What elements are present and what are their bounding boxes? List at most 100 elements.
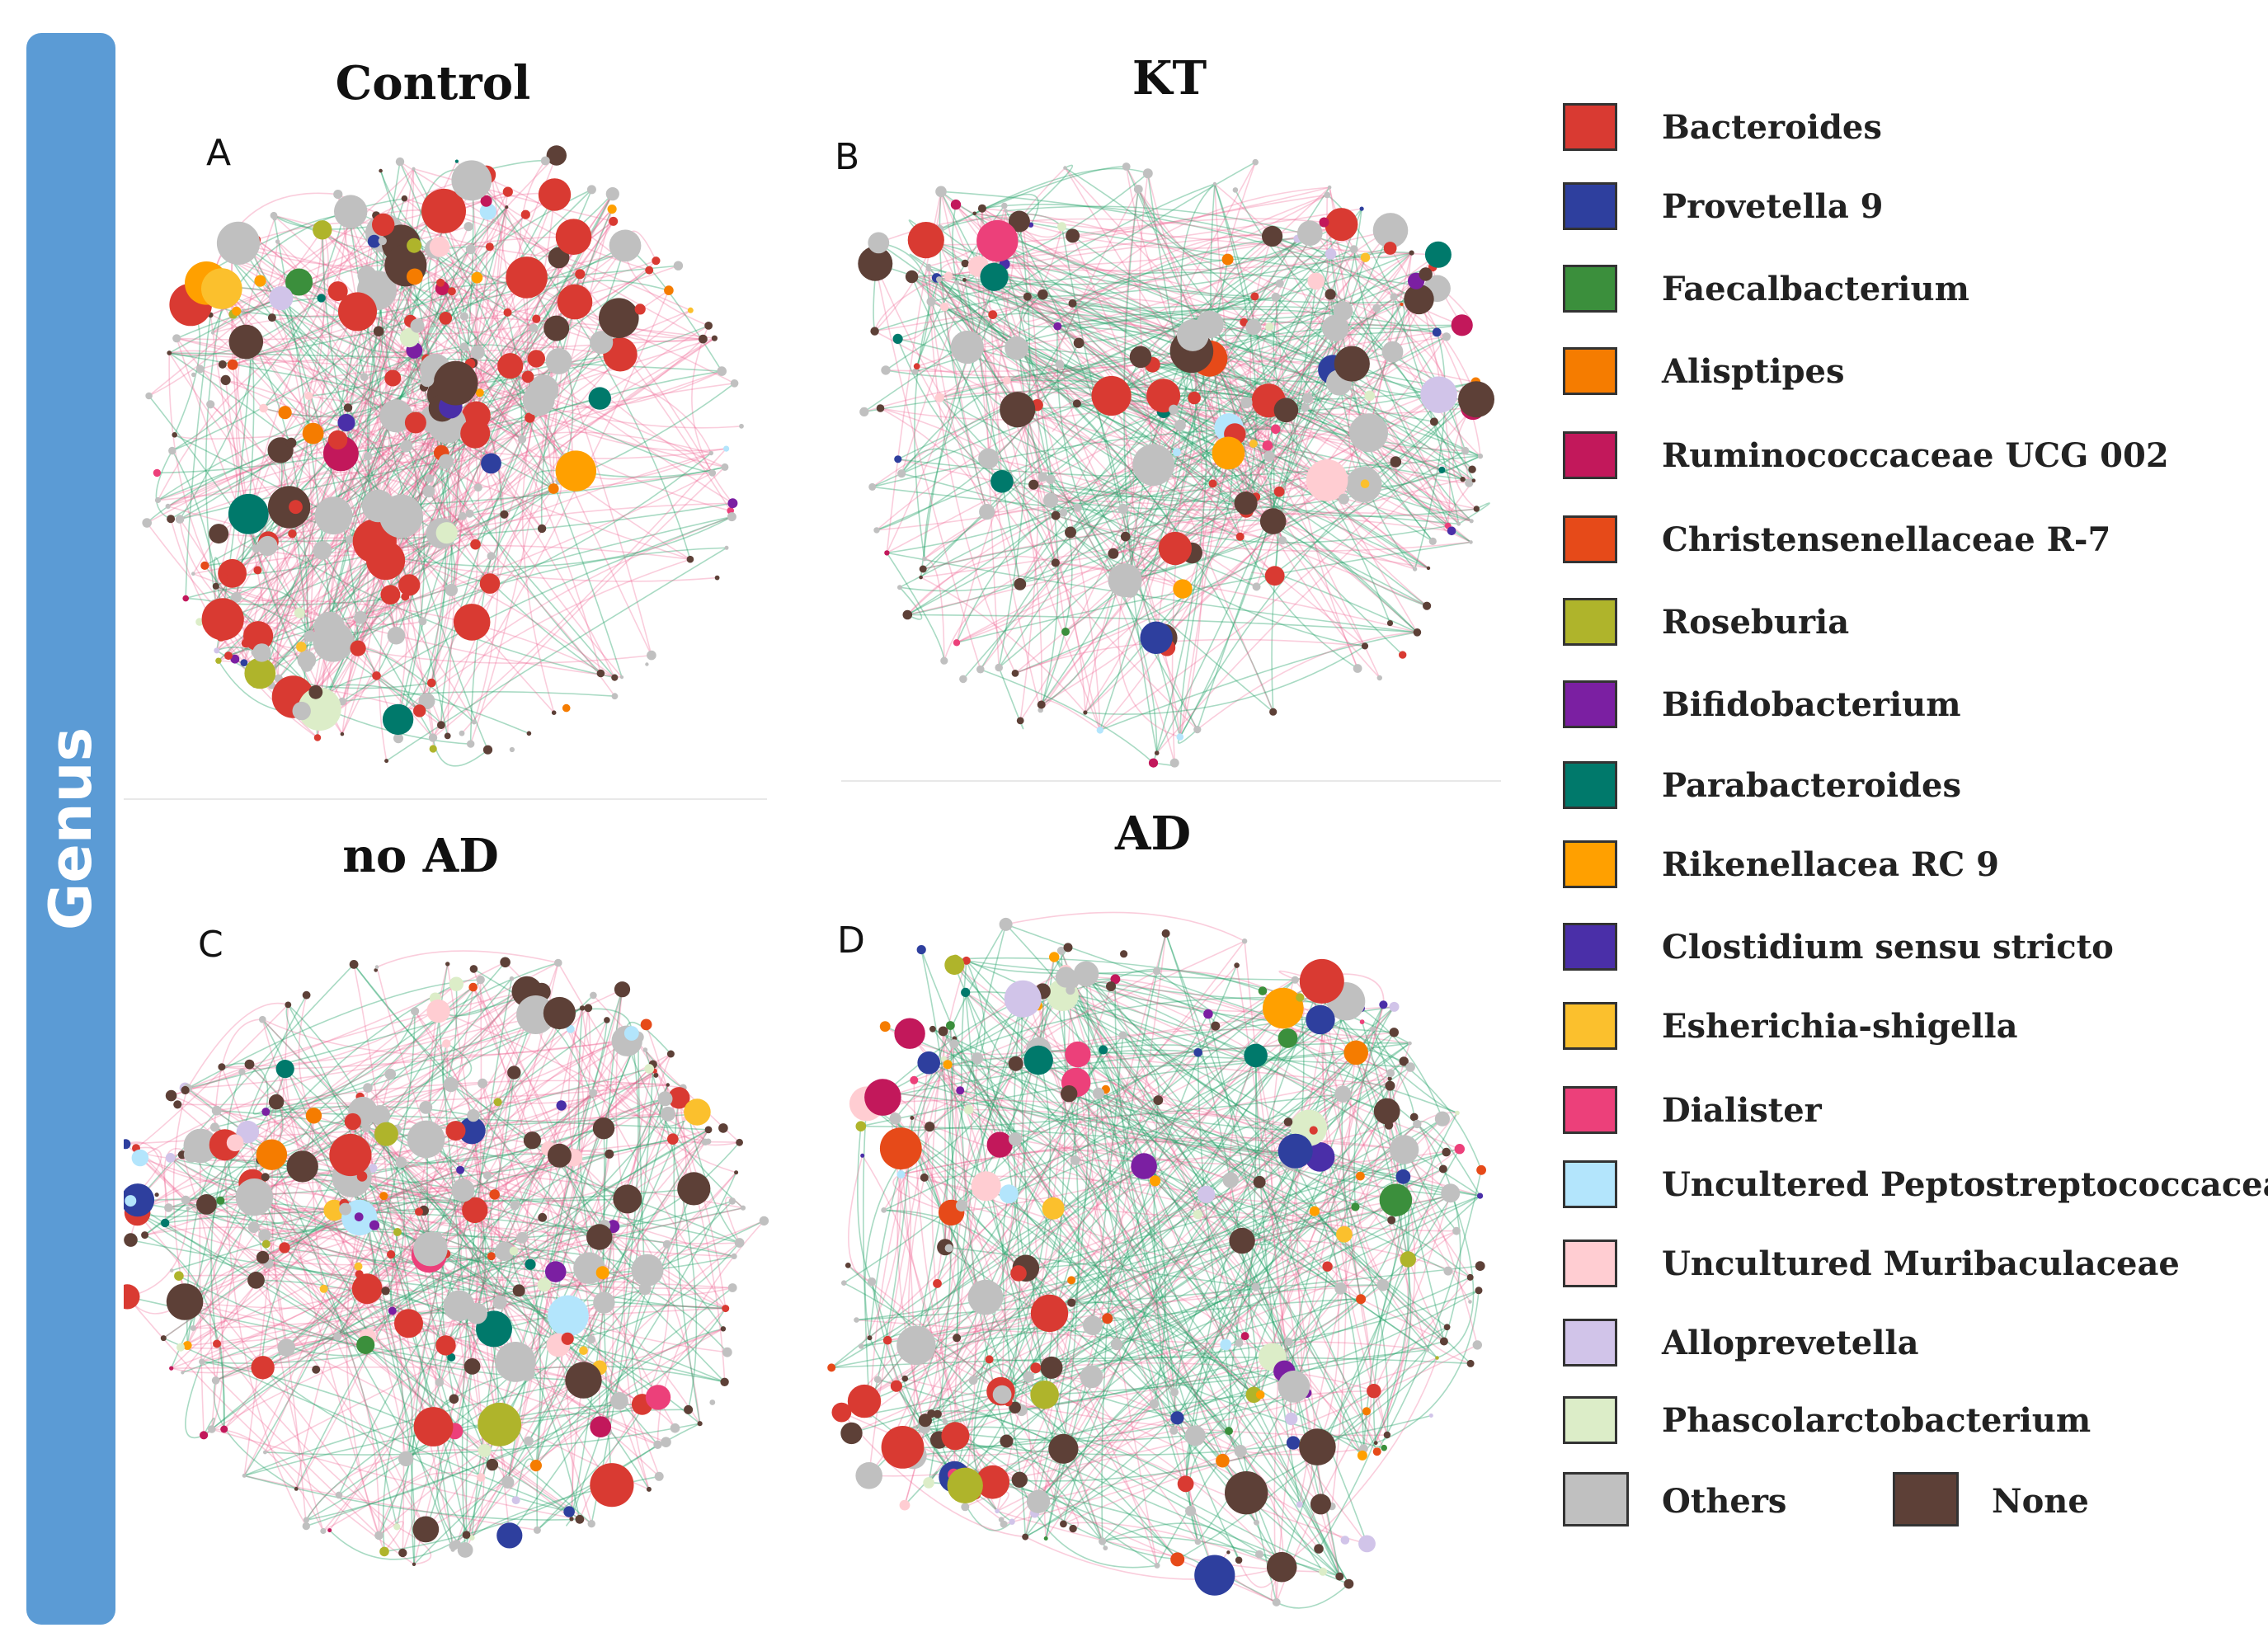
network-node: [124, 1139, 131, 1150]
network-node: [944, 955, 965, 976]
network-edge: [1049, 1066, 1411, 1315]
network-edge: [1152, 337, 1207, 764]
network-node: [1306, 459, 1348, 501]
network-edge: [1092, 1324, 1241, 1452]
network-edge: [886, 357, 1210, 373]
network-node: [413, 704, 426, 717]
network-node: [1409, 250, 1414, 256]
network-edge: [1113, 336, 1447, 554]
network-edge: [214, 1018, 263, 1127]
network-node: [978, 448, 1000, 469]
network-node: [847, 1384, 882, 1418]
legend-swatch: [1563, 1086, 1617, 1134]
network-edge: [1198, 1214, 1445, 1343]
network-node: [587, 1520, 595, 1528]
network-edge: [1053, 956, 1452, 1197]
network-node: [1106, 981, 1116, 991]
network-edge: [1016, 238, 1298, 349]
network-edge: [1362, 1113, 1458, 1454]
network-node: [1387, 1216, 1396, 1225]
network-node: [444, 732, 451, 740]
network-edge: [936, 277, 1247, 511]
network-edge: [139, 1157, 592, 1525]
network-node: [1245, 1386, 1263, 1404]
network-node: [1405, 1062, 1415, 1072]
network-edge: [463, 1189, 646, 1290]
network-edge: [463, 316, 567, 461]
network-node: [1472, 1340, 1482, 1350]
network-node: [518, 435, 527, 444]
network-node: [412, 1562, 416, 1566]
network-node: [165, 503, 171, 509]
network-edge: [306, 290, 453, 661]
network-edge: [1038, 1195, 1452, 1503]
network-node: [1376, 1278, 1390, 1291]
network-edge: [1268, 455, 1416, 570]
network-node: [638, 1282, 652, 1296]
network-node: [367, 234, 381, 248]
network-edge: [932, 1028, 1428, 1351]
network-edge: [1313, 1130, 1389, 1436]
network-edge: [945, 1246, 1256, 1288]
network-node: [1357, 1450, 1367, 1461]
legend-swatch: [1563, 1396, 1617, 1444]
network-node: [1158, 531, 1192, 566]
network-edge: [911, 274, 1193, 336]
network-edge: [1019, 218, 1395, 298]
network-node: [323, 1199, 345, 1221]
divider-left: [124, 798, 767, 800]
network-node: [1229, 1227, 1255, 1254]
legend-label: Uncultered Peptostreptococcaceae: [1662, 1165, 2268, 1204]
network-node: [1390, 293, 1398, 301]
network-edge: [1034, 1118, 1443, 1514]
network-edge: [1458, 502, 1490, 524]
network-node: [942, 1418, 948, 1425]
network-node: [1170, 1388, 1179, 1397]
network-node: [1063, 943, 1073, 953]
network-node: [1016, 717, 1024, 725]
network-edge: [1198, 337, 1391, 623]
network-node: [1067, 1276, 1076, 1285]
network-edge: [895, 1426, 1187, 1485]
network-node: [1324, 191, 1331, 199]
network-node: [1343, 1578, 1354, 1589]
network-edge: [566, 1518, 572, 1526]
network-edge: [543, 1220, 765, 1288]
network-edge: [432, 289, 670, 739]
network-edge: [1122, 508, 1448, 543]
network-node: [1269, 708, 1278, 716]
network-node: [1172, 448, 1181, 457]
network-node: [961, 987, 971, 997]
network-node: [1073, 503, 1082, 512]
network-edge: [139, 1157, 392, 1255]
network-node: [1184, 1425, 1206, 1446]
network-edge: [939, 380, 1181, 426]
network-edge: [931, 960, 967, 1437]
network-node: [399, 327, 420, 348]
network-node: [566, 1024, 575, 1033]
network-edge: [928, 268, 1174, 411]
network-edge: [920, 520, 1273, 578]
legend-item: Provetella 9: [1563, 182, 2256, 240]
network-edge: [1065, 976, 1199, 1542]
network-edge: [473, 1115, 511, 1536]
network-node: [294, 1487, 299, 1491]
network-edge: [365, 1127, 650, 1490]
network-node: [561, 1332, 574, 1345]
network-edge: [914, 940, 1245, 1081]
network-edge: [1208, 358, 1470, 484]
network-node: [459, 342, 468, 351]
network-node: [538, 1212, 548, 1222]
network-edge: [1281, 1195, 1453, 1568]
network-node: [174, 1271, 184, 1281]
network-edge: [1156, 469, 1442, 754]
network-node: [160, 1335, 167, 1342]
network-node: [1011, 1471, 1028, 1488]
network-node: [1443, 1324, 1451, 1331]
network-edge: [860, 1051, 1357, 1127]
network-node: [557, 284, 593, 320]
network-edge: [1153, 327, 1336, 466]
network-edge: [383, 1186, 605, 1226]
network-edge: [939, 397, 1240, 538]
network-edge: [1209, 351, 1278, 576]
